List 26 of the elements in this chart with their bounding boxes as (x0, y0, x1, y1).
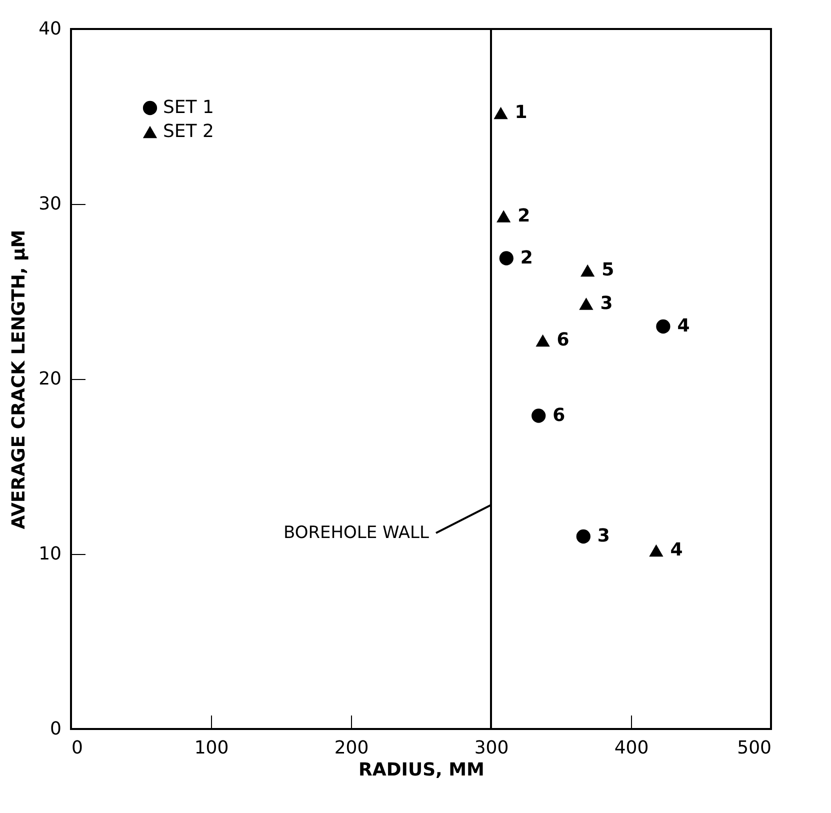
annotation: 3 (597, 526, 610, 546)
x-tick-label: 100 (194, 738, 229, 758)
annotation: 6 (552, 404, 566, 426)
legend-label: SET 2 (163, 121, 214, 142)
y-tick-label: 0 (50, 718, 62, 740)
y-tick-label: 20 (38, 368, 62, 390)
annotation: 5 (602, 260, 614, 280)
y-tick-label: 30 (38, 194, 62, 214)
annotation: 2 (520, 247, 533, 268)
x-tick-label: 500 (737, 738, 772, 758)
annotation: 2 (518, 205, 530, 226)
legend-label: SET 1 (163, 97, 214, 118)
x-tick-label: 300 (474, 738, 509, 758)
y-axis-title: AVERAGE CRACK LENGTH, μM (8, 230, 30, 530)
x-axis-title: RADIUS, MM (358, 760, 484, 780)
annotation: 6 (556, 330, 570, 350)
annotation: 1 (514, 102, 528, 123)
x-tick-label: 400 (614, 738, 649, 758)
ref-line-label: BOREHOLE WALL (283, 523, 430, 543)
x-tick-label: 200 (334, 738, 369, 758)
annotation: 4 (677, 316, 690, 336)
annotation: 3 (600, 292, 613, 314)
x-tick-label: 0 (72, 738, 83, 758)
y-tick-label: 10 (38, 544, 62, 564)
annotation: 4 (670, 540, 683, 560)
y-tick-label: 40 (38, 18, 62, 40)
